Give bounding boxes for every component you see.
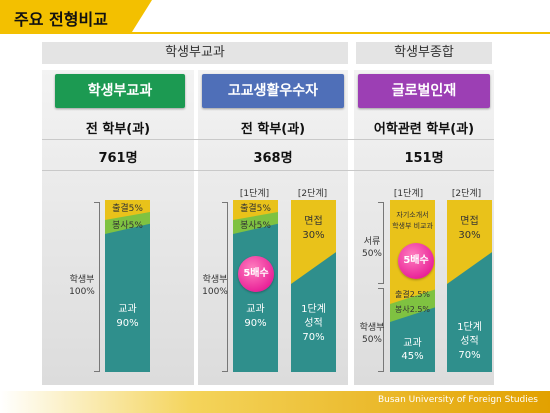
col3-stage2-label: [2단계] — [451, 189, 482, 199]
col2-attendance-label: 출결5% — [240, 204, 271, 214]
col2-multiplier-badge: 5배수 — [238, 256, 274, 292]
col1-side-label-line2: 100% — [69, 287, 95, 297]
col2-side-label: 학생부 100% — [196, 274, 234, 298]
col3-intro-label-2: 학생부 비교과 — [392, 222, 433, 230]
bracket-col-2 — [222, 202, 228, 372]
col3-attendance-label: 출결2.5% — [394, 290, 431, 299]
footer-university-name: Busan University of Foreign Studies — [377, 395, 538, 405]
col3-stage2-bar: 면접 30% 1단계 성적 70% — [447, 200, 492, 372]
col3-record-label: 학생부 50% — [354, 322, 390, 346]
col2-stage1-score-label-2: 성적 — [304, 318, 323, 329]
col1-side-label-line1: 학생부 — [69, 275, 95, 285]
target-col-2: 전 학부(과) — [240, 122, 306, 137]
col2-side-label-line1: 학생부 — [202, 275, 228, 285]
quota-col-3: 151명 — [404, 151, 444, 166]
col2-grades-label-1: 교과 — [246, 304, 265, 315]
title-bar — [0, 0, 152, 34]
col1-grades-label-2: 90% — [116, 318, 139, 329]
col3-stage1-bar: 자기소개서 학생부 비교과 출결2.5% 봉사2.5% 교과 45% — [390, 200, 435, 372]
bracket-col-3-docs — [378, 202, 384, 284]
col1-bar: 출결5% 봉사5% 교과 90% — [105, 200, 150, 372]
col3-docs-label-line2: 50% — [361, 249, 382, 259]
col2-interview-label-1: 면접 — [304, 216, 323, 227]
col1-grades-label-1: 교과 — [118, 304, 137, 315]
col3-interview-label-2: 30% — [458, 230, 481, 241]
col3-interview-label-1: 면접 — [460, 216, 479, 227]
col3-multiplier-badge: 5배수 — [398, 243, 434, 279]
col2-interview-label-2: 30% — [302, 230, 325, 241]
row-divider-1 — [42, 139, 494, 140]
col3-intro-label-1: 자기소개서 — [396, 211, 429, 219]
col2-stage1-score-label-3: 70% — [302, 332, 325, 343]
col1-volunteer-label: 봉사5% — [112, 221, 143, 231]
target-col-3: 어학관련 학부(과) — [373, 122, 475, 137]
col3-docs-label: 서류 50% — [354, 236, 390, 260]
badge-global-talent: 글로벌인재 — [358, 74, 490, 108]
col3-volunteer-label: 봉사2.5% — [394, 305, 431, 314]
quota-col-1: 761명 — [98, 151, 138, 166]
badge-high-school-life-excellence: 고교생활우수자 — [202, 74, 344, 108]
bracket-col-1 — [94, 202, 100, 372]
col3-stage1-score-label-2: 성적 — [460, 336, 479, 347]
page-title: 주요 전형비교 — [14, 10, 108, 29]
col3-grades-label-2: 45% — [401, 351, 424, 362]
col1-attendance-label: 출결5% — [112, 204, 143, 214]
col3-stage1-label: [1단계] — [393, 189, 424, 199]
col2-stage1-score-label-1: 1단계 — [301, 304, 326, 315]
row-divider-2 — [42, 170, 494, 171]
col3-stage1-score-label-1: 1단계 — [457, 322, 482, 333]
badge-student-record-subjects: 학생부교과 — [55, 74, 185, 108]
target-col-1: 전 학부(과) — [85, 122, 151, 137]
col3-stage1-score-label-3: 70% — [458, 350, 481, 361]
col2-volunteer-label: 봉사5% — [240, 221, 271, 231]
group-header-student-record-comprehensive: 학생부종합 — [356, 42, 492, 64]
col2-stage1-label: [1단계] — [239, 189, 270, 199]
col3-record-label-line2: 50% — [361, 335, 382, 345]
col3-docs-label-line1: 서류 — [363, 237, 381, 247]
col3-record-label-line1: 학생부 — [359, 323, 385, 333]
col2-stage2-bar: 면접 30% 1단계 성적 70% — [291, 200, 336, 372]
col2-grades-label-2: 90% — [244, 318, 267, 329]
col2-stage2-label: [2단계] — [297, 189, 328, 199]
col1-side-label: 학생부 100% — [62, 274, 102, 298]
bracket-col-3-record — [378, 288, 384, 372]
title-underline — [0, 32, 550, 34]
col3-grades-label-1: 교과 — [403, 338, 422, 349]
footer-bar — [0, 391, 550, 413]
col2-side-label-line2: 100% — [202, 287, 228, 297]
group-header-student-record-subjects: 학생부교과 — [42, 42, 348, 64]
quota-col-2: 368명 — [253, 151, 293, 166]
